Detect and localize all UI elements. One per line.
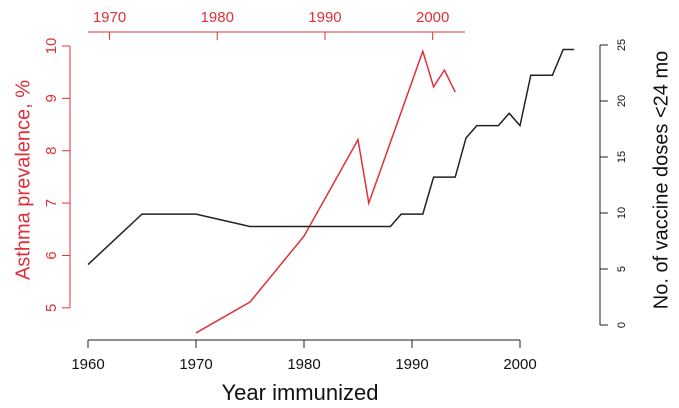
x-tick-label: 1990 xyxy=(395,356,428,373)
y2-tick-label: 0 xyxy=(616,322,628,328)
x2-tick-label: 1980 xyxy=(201,9,234,26)
series-line xyxy=(195,48,456,334)
x-tick-label: 2000 xyxy=(503,356,536,373)
y-axis-title: Asthma prevalence, % xyxy=(12,80,34,280)
x-tick-label: 1980 xyxy=(287,356,320,373)
x2-tick-label: 1990 xyxy=(308,9,341,26)
x-tick-label: 1970 xyxy=(179,356,212,373)
y-tick-label: 8 xyxy=(43,147,60,155)
x-tick-label: 1960 xyxy=(71,356,104,373)
y-tick-label: 5 xyxy=(43,304,60,312)
y2-tick-label: 5 xyxy=(616,266,628,272)
series-line xyxy=(87,48,574,266)
y-tick-label: 6 xyxy=(43,251,60,259)
x-axis-title: Year immunized xyxy=(222,380,379,405)
y2-tick-label: 10 xyxy=(616,207,628,219)
y2-tick-label: 20 xyxy=(616,95,628,107)
y-tick-label: 9 xyxy=(43,94,60,102)
y-tick-label: 10 xyxy=(43,38,60,55)
y-tick-label: 7 xyxy=(43,199,60,207)
x2-tick-label: 2000 xyxy=(416,9,449,26)
y2-axis-title: No. of vaccine doses <24 mo xyxy=(650,51,672,309)
y2-tick-label: 15 xyxy=(616,151,628,163)
x2-tick-label: 1970 xyxy=(93,9,126,26)
y2-tick-label: 25 xyxy=(616,39,628,51)
